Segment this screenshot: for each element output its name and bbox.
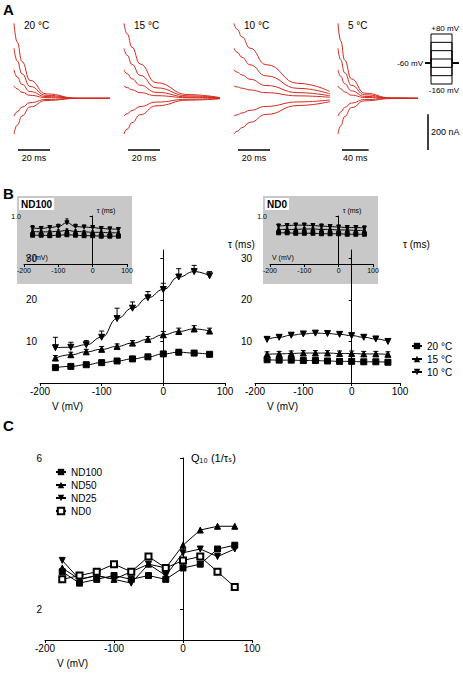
svg-text:V (mV): V (mV): [272, 254, 294, 262]
svg-text:-100: -100: [293, 386, 313, 397]
svg-text:15 °C: 15 °C: [134, 20, 159, 31]
svg-text:100: 100: [121, 267, 133, 274]
svg-text:Q₁₀ (1/τₛ): Q₁₀ (1/τₛ): [191, 452, 236, 464]
svg-text:20: 20: [241, 294, 253, 305]
svg-text:ND50: ND50: [71, 480, 97, 491]
svg-text:5 °C: 5 °C: [348, 20, 368, 31]
svg-text:0: 0: [337, 267, 341, 274]
svg-text:2: 2: [36, 604, 42, 615]
svg-text:ND25: ND25: [71, 493, 97, 504]
svg-text:-160 mV: -160 mV: [429, 86, 460, 95]
svg-text:τ (ms): τ (ms): [403, 239, 430, 250]
svg-text:B: B: [3, 185, 14, 202]
svg-text:V (mV): V (mV): [52, 401, 83, 412]
svg-text:30: 30: [241, 253, 253, 264]
svg-text:100: 100: [217, 386, 234, 397]
svg-text:-200: -200: [17, 267, 31, 274]
svg-text:10: 10: [241, 336, 253, 347]
svg-text:V (mV): V (mV): [267, 401, 298, 412]
svg-text:0: 0: [161, 386, 167, 397]
svg-text:100: 100: [392, 386, 409, 397]
svg-text:V (mV): V (mV): [57, 658, 88, 669]
svg-text:τ (ms): τ (ms): [343, 207, 362, 215]
svg-text:+80 mV: +80 mV: [431, 24, 459, 33]
svg-text:0: 0: [180, 643, 186, 654]
svg-text:100: 100: [244, 643, 261, 654]
svg-text:τ (ms): τ (ms): [97, 207, 116, 215]
svg-text:-100: -100: [104, 643, 124, 654]
svg-text:10: 10: [26, 336, 38, 347]
svg-text:6: 6: [36, 453, 42, 464]
svg-text:0: 0: [349, 386, 355, 397]
svg-text:20 ms: 20 ms: [22, 153, 47, 163]
svg-text:20 °C: 20 °C: [24, 20, 49, 31]
svg-text:-100: -100: [92, 386, 112, 397]
svg-text:20 ms: 20 ms: [132, 153, 157, 163]
svg-text:-100: -100: [51, 267, 65, 274]
svg-text:C: C: [3, 417, 14, 434]
svg-text:20 ms: 20 ms: [242, 153, 267, 163]
svg-text:ND0: ND0: [267, 199, 287, 210]
svg-text:τ (ms): τ (ms): [228, 239, 255, 250]
svg-text:-200: -200: [245, 386, 265, 397]
svg-text:200 nA: 200 nA: [431, 127, 460, 137]
svg-text:20: 20: [26, 294, 38, 305]
svg-text:10 °C: 10 °C: [244, 20, 269, 31]
svg-text:-200: -200: [263, 267, 277, 274]
svg-text:100: 100: [367, 267, 379, 274]
svg-text:40 ms: 40 ms: [343, 153, 368, 163]
svg-text:-200: -200: [30, 386, 50, 397]
svg-text:0: 0: [91, 267, 95, 274]
svg-text:-200: -200: [35, 643, 55, 654]
svg-text:-60 mV: -60 mV: [397, 59, 423, 68]
svg-text:-100: -100: [297, 267, 311, 274]
svg-text:15 °C: 15 °C: [427, 354, 452, 365]
svg-text:1.0: 1.0: [257, 213, 267, 220]
svg-text:20 °C: 20 °C: [427, 341, 452, 352]
svg-text:A: A: [3, 1, 14, 18]
svg-text:ND0: ND0: [71, 506, 91, 517]
svg-text:10 °C: 10 °C: [427, 367, 452, 378]
svg-text:ND100: ND100: [71, 467, 103, 478]
svg-text:ND100: ND100: [21, 199, 53, 210]
svg-text:V (mV): V (mV): [26, 254, 48, 262]
svg-text:1.0: 1.0: [11, 213, 21, 220]
